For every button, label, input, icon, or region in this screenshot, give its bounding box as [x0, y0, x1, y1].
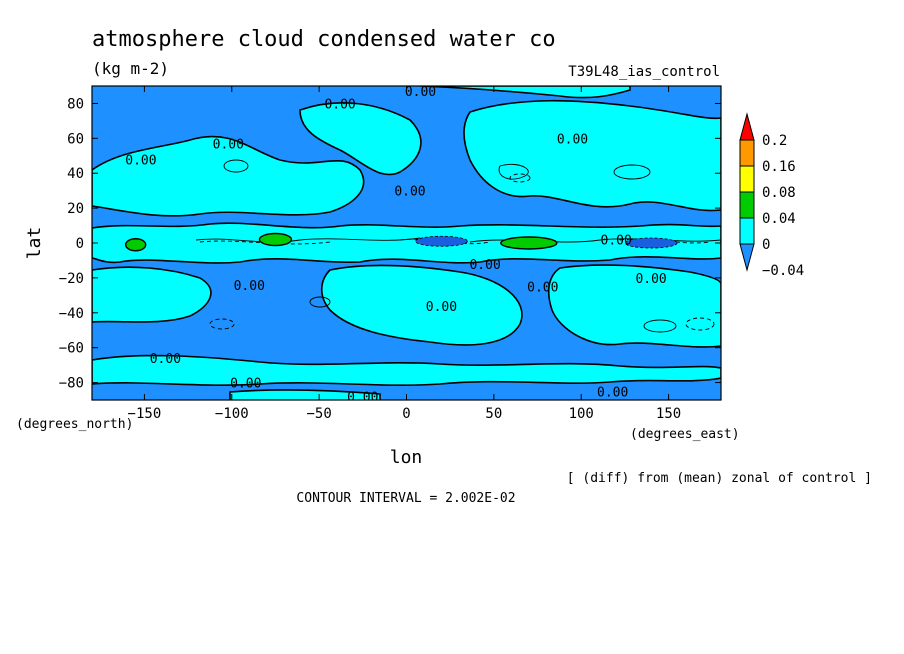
colorbar: 0.2 0.16 0.08 0.04 0 −0.04	[739, 112, 804, 279]
y-tick-label: 20	[67, 201, 84, 217]
colorbar-segment	[739, 217, 755, 245]
y-tick-label: 80	[67, 96, 84, 112]
contour-label: 0.00	[557, 132, 588, 147]
x-tick-label: −100	[215, 406, 249, 422]
contour-label: 0.00	[601, 234, 632, 249]
x-tick-label: −50	[306, 406, 331, 422]
x-tick-label: 50	[485, 406, 502, 422]
positive-center	[500, 236, 558, 250]
chart-title: atmosphere cloud condensed water co	[92, 27, 556, 52]
thin-contours	[195, 159, 721, 333]
x-axis: −150 −100 −50 0 50 100 150	[128, 86, 681, 422]
colorbar-top-arrow	[739, 112, 755, 141]
contour-label: 0.00	[597, 385, 628, 400]
run-label: T39L48_ias_control	[568, 64, 720, 80]
y-tick-label: −80	[59, 376, 84, 392]
colorbar-segment	[739, 139, 755, 167]
contour-label: 0.00	[234, 279, 265, 294]
feature-layer	[124, 232, 678, 252]
colorbar-label: 0.04	[762, 211, 796, 227]
colorbar-label: 0.2	[762, 133, 787, 149]
antarctic-patch	[229, 389, 381, 400]
x-tick-label: 0	[402, 406, 410, 422]
y-tick-label: −60	[59, 341, 84, 357]
contour-label: 0.00	[347, 391, 378, 406]
north-central-region	[299, 101, 422, 176]
south-central-region	[320, 264, 523, 346]
x-tick-label: 150	[656, 406, 681, 422]
y-tick-label: 0	[76, 236, 84, 252]
north-east-region	[463, 99, 721, 212]
positive-center	[258, 232, 293, 247]
contour-label: 0.00	[213, 138, 244, 153]
y-tick-label: 60	[67, 131, 84, 147]
colorbar-segment	[739, 165, 755, 193]
footnote: [ (diff) from (mean) zonal of control ]	[567, 471, 872, 486]
contour-label: 0.00	[230, 377, 261, 392]
x-tick-label: 100	[569, 406, 594, 422]
map-field	[92, 86, 721, 400]
colorbar-label: 0	[762, 237, 770, 253]
positive-regions	[92, 86, 721, 400]
colorbar-segment	[739, 191, 755, 219]
contour-label: 0.00	[125, 153, 156, 168]
contour-label-layer: 0.00 0.00 0.00 0.00 0.00 0.00 0.00 0.00 0.00 0.00…	[125, 85, 667, 406]
equatorial-band	[92, 222, 721, 264]
y-tick-label: 40	[67, 166, 84, 182]
colorbar-label: 0.08	[762, 185, 796, 201]
x-tick-label: −150	[128, 406, 162, 422]
contour-label: 0.00	[469, 258, 500, 273]
y-tick-label: −40	[59, 306, 84, 322]
x-axis-label: lon	[390, 447, 423, 468]
negative-center	[415, 235, 468, 247]
y-tick-label: −20	[59, 271, 84, 287]
contour-label: 0.00	[405, 85, 436, 100]
colorbar-bottom-arrow	[739, 243, 755, 272]
positive-center	[124, 238, 147, 252]
contour-label: 0.00	[527, 281, 558, 296]
contour-label: 0.00	[394, 185, 425, 200]
north-west-region	[92, 135, 365, 217]
south-polar-band	[92, 354, 721, 386]
contour-label: 0.00	[426, 300, 457, 315]
contour-label: 0.00	[635, 272, 666, 287]
x-axis-units: (degrees_east)	[630, 427, 740, 442]
contour-label: 0.00	[324, 97, 355, 112]
south-west-region	[92, 266, 212, 323]
y-axis-units: (degrees_north)	[16, 417, 133, 432]
contour-label: 0.00	[150, 352, 181, 367]
south-east-region	[547, 264, 721, 348]
y-axis-label: lat	[24, 227, 45, 260]
arctic-patch	[419, 86, 631, 99]
contour-interval: CONTOUR INTERVAL = 2.002E-02	[296, 491, 515, 506]
negative-center	[624, 237, 678, 249]
colorbar-label: −0.04	[762, 263, 804, 279]
chart-units: (kg m-2)	[92, 59, 169, 78]
colorbar-label: 0.16	[762, 159, 796, 175]
y-axis: 80 60 40 20 0 −20 −40 −60 −80	[59, 96, 721, 392]
